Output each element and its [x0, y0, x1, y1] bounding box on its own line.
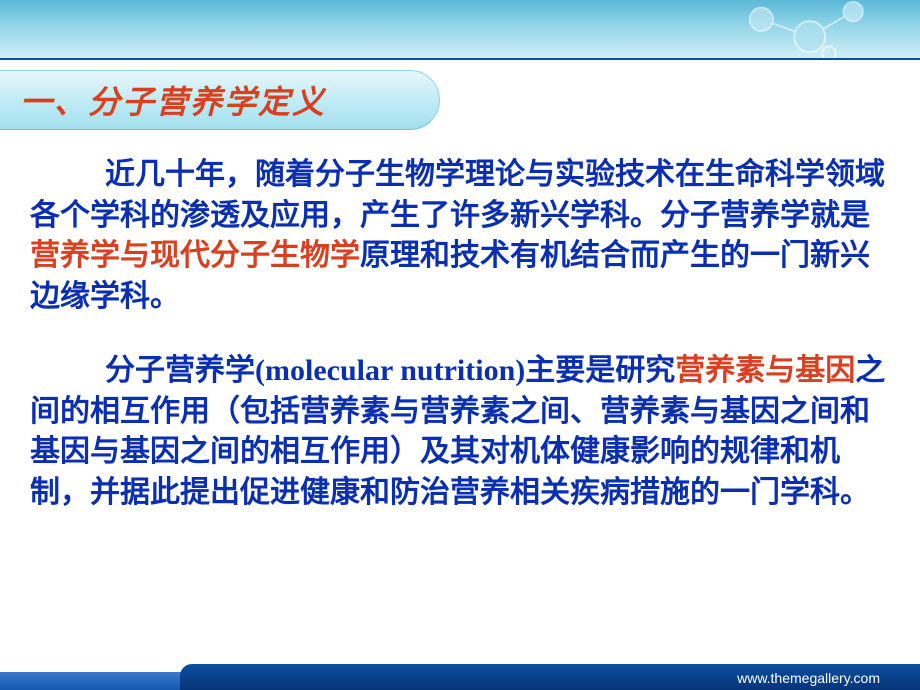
- p1-highlight: 营养学与现代分子生物学: [30, 239, 360, 272]
- p2-seg1: 分子营养学(molecular nutrition)主要是研究: [105, 354, 675, 387]
- p2-highlight: 营养素与基因: [675, 354, 855, 387]
- p1-seg1: 近几十年，随着分子生物学理论与实验技术在生命科学领域各个学科的渗透及应用，产生了…: [30, 158, 885, 232]
- paragraph-1: 近几十年，随着分子生物学理论与实验技术在生命科学领域各个学科的渗透及应用，产生了…: [30, 155, 890, 317]
- footer-url: www.themegallery.com: [737, 670, 880, 686]
- slide-content: 近几十年，随着分子生物学理论与实验技术在生命科学领域各个学科的渗透及应用，产生了…: [30, 155, 890, 513]
- molecule-decor-icon: [700, 0, 900, 58]
- slide-title: 一、分子营养学定义: [20, 77, 326, 123]
- header-divider: [0, 58, 920, 60]
- paragraph-2: 分子营养学(molecular nutrition)主要是研究营养素与基因之间的…: [30, 351, 890, 513]
- footer-left-strip: [0, 672, 200, 690]
- title-bar: 一、分子营养学定义: [0, 70, 440, 130]
